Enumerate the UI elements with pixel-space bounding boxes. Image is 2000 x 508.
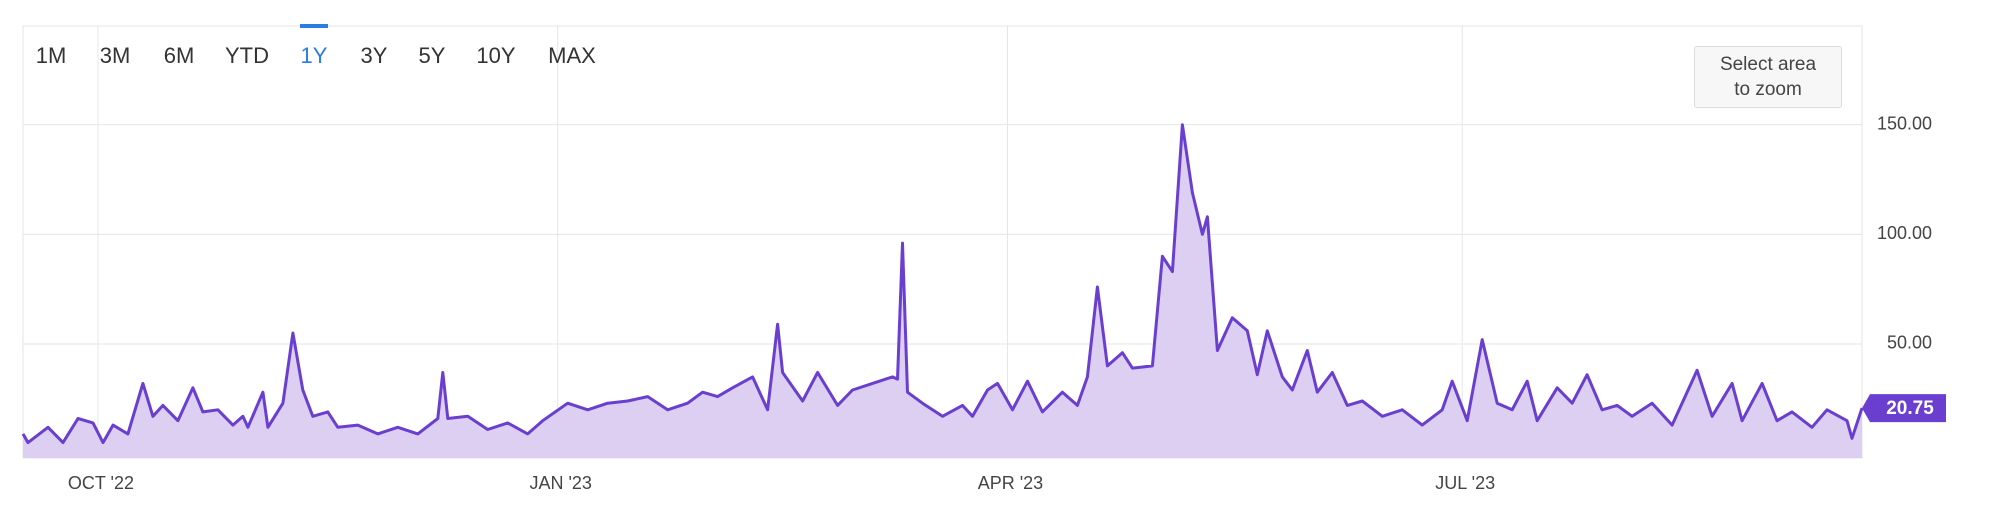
x-tick-label: JUL '23	[1435, 473, 1495, 493]
range-button[interactable]: 1Y	[301, 43, 328, 68]
range-indicator	[300, 24, 328, 28]
range-button[interactable]: MAX	[548, 43, 596, 68]
range-button[interactable]: 3Y	[361, 43, 388, 68]
range-button[interactable]: 6M	[164, 43, 195, 68]
x-tick-label: OCT '22	[68, 473, 134, 493]
last-value-badge	[1862, 394, 1946, 423]
y-tick-label: 150.00	[1877, 113, 1932, 133]
x-tick-label: APR '23	[978, 473, 1043, 493]
range-button[interactable]: 1M	[36, 43, 67, 68]
range-button[interactable]: 3M	[100, 43, 131, 68]
price-line	[21, 123, 1864, 445]
zoom-button[interactable]: Select area to zoom	[1694, 46, 1842, 108]
last-value-label: 20.75	[1886, 398, 1934, 419]
area-fill	[23, 124, 1862, 458]
y-tick-label: 50.00	[1887, 333, 1932, 353]
x-tick-label: JAN '23	[529, 473, 591, 493]
y-tick-label: 100.00	[1877, 223, 1932, 243]
range-button[interactable]: YTD	[225, 43, 269, 68]
range-button[interactable]: 5Y	[419, 43, 446, 68]
range-button[interactable]: 10Y	[476, 43, 515, 68]
